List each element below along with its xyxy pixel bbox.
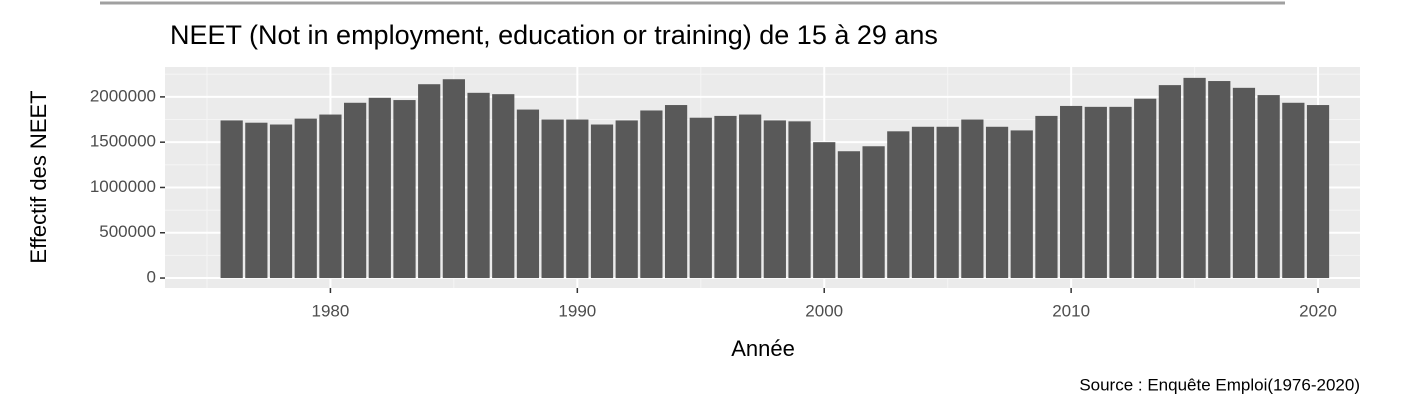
x-tick-label: 2000 xyxy=(805,301,843,320)
y-tick-label: 1500000 xyxy=(90,132,156,151)
bar xyxy=(689,117,712,279)
bar xyxy=(788,121,811,279)
bar xyxy=(467,92,490,279)
x-tick-label: 2010 xyxy=(1052,301,1090,320)
bar xyxy=(541,119,564,279)
bar xyxy=(961,119,984,279)
bar xyxy=(887,131,910,279)
x-axis-title: Année xyxy=(731,336,795,361)
bar xyxy=(837,151,861,279)
x-tick-label: 1990 xyxy=(558,301,596,320)
x-tick-label: 1980 xyxy=(312,301,350,320)
bar xyxy=(813,142,836,279)
bar xyxy=(714,115,737,279)
bar xyxy=(763,120,786,279)
bar xyxy=(368,97,391,279)
bar xyxy=(1109,106,1132,279)
bar xyxy=(1208,81,1231,279)
bar xyxy=(1183,77,1206,279)
bar xyxy=(1282,102,1305,279)
y-axis-title: Effectif des NEET xyxy=(26,90,51,263)
bar xyxy=(1232,87,1256,279)
bar xyxy=(640,110,663,279)
bar xyxy=(442,79,465,279)
bar xyxy=(319,114,342,279)
bar xyxy=(245,122,268,279)
bar xyxy=(1257,95,1280,279)
caption: Source : Enquête Emploi(1976-2020) xyxy=(1079,375,1360,394)
bar xyxy=(664,105,688,279)
y-tick-label: 2000000 xyxy=(90,86,156,105)
bar xyxy=(294,118,317,279)
x-tick-label: 2020 xyxy=(1299,301,1337,320)
bar xyxy=(1060,105,1083,279)
bar xyxy=(1084,106,1107,279)
chart-title: NEET (Not in employment, education or tr… xyxy=(170,20,938,50)
bar xyxy=(739,114,762,279)
bar xyxy=(615,120,638,279)
bar xyxy=(393,100,416,279)
bar xyxy=(516,109,540,279)
bar xyxy=(492,94,515,279)
bar xyxy=(220,120,243,279)
bar xyxy=(344,102,367,279)
bar xyxy=(1035,115,1058,279)
y-tick-label: 1000000 xyxy=(90,177,156,196)
bar xyxy=(566,119,589,279)
bar xyxy=(590,124,614,279)
bar xyxy=(985,126,1009,279)
bar xyxy=(911,126,935,279)
bar xyxy=(1010,130,1033,279)
y-tick-label: 500000 xyxy=(99,222,156,241)
bar xyxy=(269,124,293,279)
bar xyxy=(1306,105,1330,279)
y-tick-label: 0 xyxy=(147,268,156,287)
bar xyxy=(1158,85,1181,279)
bar xyxy=(1134,98,1157,279)
bar xyxy=(936,126,959,279)
bar xyxy=(862,146,885,279)
bar xyxy=(418,84,441,279)
